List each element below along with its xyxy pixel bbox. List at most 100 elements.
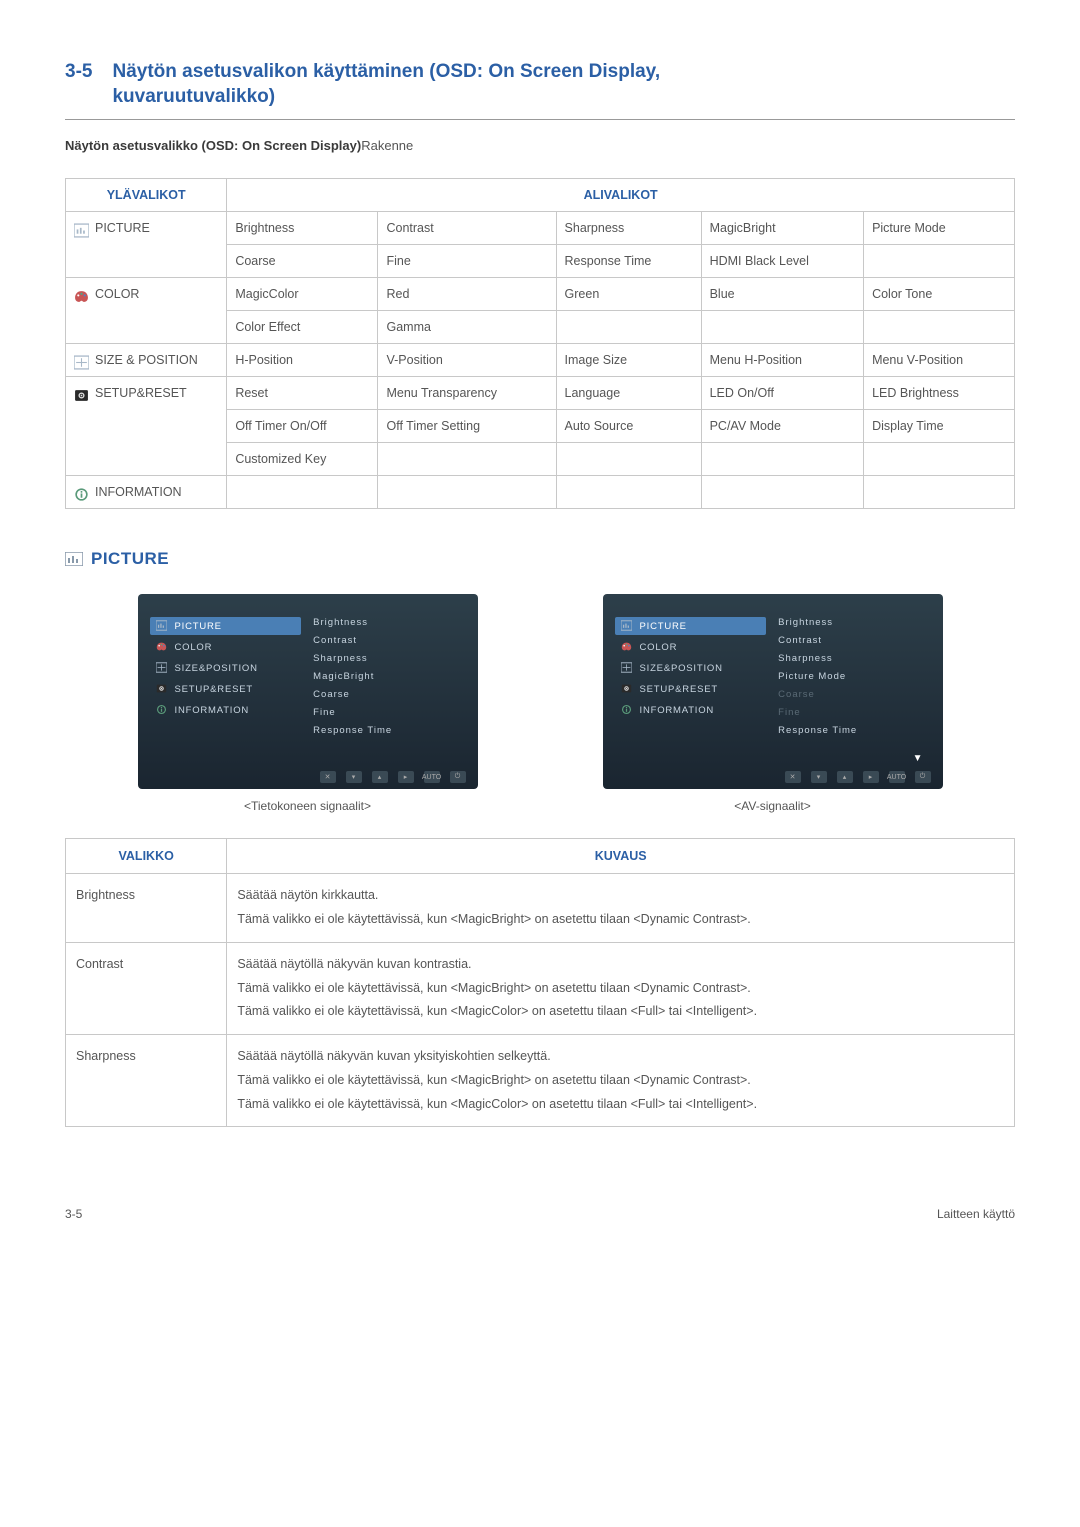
submenu-cell: Auto Source bbox=[556, 410, 701, 443]
picture-label: PICTURE bbox=[91, 549, 169, 569]
footer-right: Laitteen käyttö bbox=[937, 1207, 1015, 1221]
osd-menu-item: SETUP&RESET bbox=[615, 680, 767, 698]
table-row: SIZE & POSITIONH-PositionV-PositionImage… bbox=[66, 344, 1015, 377]
osd-panel-pc: PICTURE COLOR SIZE&POSITION SETUP&RESET INFO… bbox=[138, 594, 478, 789]
submenu-cell bbox=[556, 311, 701, 344]
section-title: Näytön asetusvalikon käyttäminen (OSD: O… bbox=[112, 60, 660, 109]
submenu-cell: Reset bbox=[227, 377, 378, 410]
desc-header-left: VALIKKO bbox=[66, 839, 227, 874]
submenu-cell: H-Position bbox=[227, 344, 378, 377]
submenu-cell: Coarse bbox=[227, 245, 378, 278]
osd-menu-item: PICTURE bbox=[615, 617, 767, 635]
osd-submenu-item: Fine bbox=[313, 707, 465, 718]
screenshot-right: PICTURE COLOR SIZE&POSITION SETUP&RESET INFO… bbox=[603, 594, 943, 813]
page-header: 3-5 Näytön asetusvalikon käyttäminen (OS… bbox=[65, 60, 1015, 153]
submenu-cell: Brightness bbox=[227, 212, 378, 245]
submenu-cell: Language bbox=[556, 377, 701, 410]
submenu-cell: MagicBright bbox=[701, 212, 863, 245]
submenu-cell: Contrast bbox=[378, 212, 556, 245]
osd-submenu-item: Sharpness bbox=[778, 653, 930, 664]
size-icon bbox=[156, 662, 168, 674]
osd-menu-item: PICTURE bbox=[150, 617, 302, 635]
menu-label: COLOR bbox=[95, 287, 139, 301]
submenu-cell bbox=[864, 245, 1015, 278]
table-row: ContrastSäätää näytöllä näkyvän kuvan ko… bbox=[66, 942, 1015, 1034]
osd-nav-icon: ⏻ bbox=[450, 771, 466, 783]
info-icon bbox=[156, 704, 168, 716]
menu-label: SIZE & POSITION bbox=[95, 353, 198, 367]
picture-icon bbox=[621, 620, 633, 632]
submenu-cell: Menu V-Position bbox=[864, 344, 1015, 377]
submenu-cell: Image Size bbox=[556, 344, 701, 377]
osd-submenu-item: Fine bbox=[778, 707, 930, 718]
setup-icon bbox=[621, 683, 633, 695]
osd-header-left: YLÄVALIKOT bbox=[66, 179, 227, 212]
submenu-cell: Display Time bbox=[864, 410, 1015, 443]
submenu-cell bbox=[378, 443, 556, 476]
submenu-cell: Menu Transparency bbox=[378, 377, 556, 410]
submenu-cell bbox=[378, 476, 556, 509]
osd-nav-icon: AUTO bbox=[424, 771, 440, 783]
osd-menu-item: SIZE&POSITION bbox=[150, 659, 302, 677]
osd-nav-icon: ▴ bbox=[372, 771, 388, 783]
desc-header-right: KUVAUS bbox=[227, 839, 1015, 874]
menu-label: PICTURE bbox=[95, 221, 150, 235]
submenu-cell: Sharpness bbox=[556, 212, 701, 245]
submenu-cell: Customized Key bbox=[227, 443, 378, 476]
submenu-cell: Color Tone bbox=[864, 278, 1015, 311]
info-icon bbox=[621, 704, 633, 716]
osd-menu-item: COLOR bbox=[615, 638, 767, 656]
menu-cell: COLOR bbox=[66, 278, 227, 344]
picture-icon bbox=[156, 620, 168, 632]
table-row: INFORMATION bbox=[66, 476, 1015, 509]
menu-cell: PICTURE bbox=[66, 212, 227, 278]
submenu-cell: PC/AV Mode bbox=[701, 410, 863, 443]
osd-nav-icon: ▸ bbox=[398, 771, 414, 783]
submenu-cell bbox=[701, 476, 863, 509]
submenu-cell: Color Effect bbox=[227, 311, 378, 344]
osd-submenu-item: Sharpness bbox=[313, 653, 465, 664]
osd-nav-icon: ▴ bbox=[837, 771, 853, 783]
osd-submenu-item: Picture Mode bbox=[778, 671, 930, 682]
menu-label: INFORMATION bbox=[95, 485, 182, 499]
submenu-cell: HDMI Black Level bbox=[701, 245, 863, 278]
submenu-cell bbox=[556, 443, 701, 476]
table-row: BrightnessSäätää näytön kirkkautta.Tämä … bbox=[66, 874, 1015, 943]
desc-menu-cell: Brightness bbox=[66, 874, 227, 943]
osd-menu-item: SETUP&RESET bbox=[150, 680, 302, 698]
osd-menu-item: INFORMATION bbox=[615, 701, 767, 719]
scroll-down-icon: ▼ bbox=[913, 753, 923, 764]
color-icon bbox=[74, 289, 89, 301]
submenu-cell: LED On/Off bbox=[701, 377, 863, 410]
submenu-cell: LED Brightness bbox=[864, 377, 1015, 410]
picture-section-header: PICTURE bbox=[65, 549, 1015, 569]
submenu-cell: Red bbox=[378, 278, 556, 311]
osd-menu-item: SIZE&POSITION bbox=[615, 659, 767, 677]
osd-submenu-item: Brightness bbox=[778, 617, 930, 628]
osd-nav-icon: ✕ bbox=[785, 771, 801, 783]
osd-submenu-item: Coarse bbox=[778, 689, 930, 700]
subtitle: Näytön asetusvalikko (OSD: On Screen Dis… bbox=[65, 138, 1015, 153]
submenu-cell bbox=[227, 476, 378, 509]
table-row: SharpnessSäätää näytöllä näkyvän kuvan y… bbox=[66, 1035, 1015, 1127]
submenu-cell bbox=[701, 443, 863, 476]
osd-menu-item: INFORMATION bbox=[150, 701, 302, 719]
submenu-cell: Response Time bbox=[556, 245, 701, 278]
size-icon bbox=[621, 662, 633, 674]
osd-submenu-item: Response Time bbox=[778, 725, 930, 736]
table-row: PICTURE BrightnessContrastSharpnessMagicB… bbox=[66, 212, 1015, 245]
table-row: COLORMagicColorRedGreenBlueColor Tone bbox=[66, 278, 1015, 311]
submenu-cell bbox=[556, 476, 701, 509]
submenu-cell bbox=[864, 443, 1015, 476]
menu-cell: SETUP&RESET bbox=[66, 377, 227, 476]
submenu-cell: Green bbox=[556, 278, 701, 311]
osd-submenu-item: Brightness bbox=[313, 617, 465, 628]
menu-cell: SIZE & POSITION bbox=[66, 344, 227, 377]
color-icon bbox=[621, 641, 633, 653]
color-icon bbox=[156, 641, 168, 653]
osd-menu-item: COLOR bbox=[150, 638, 302, 656]
osd-nav-icon: ▾ bbox=[811, 771, 827, 783]
submenu-cell: Gamma bbox=[378, 311, 556, 344]
footer-left: 3-5 bbox=[65, 1207, 82, 1221]
menu-cell: INFORMATION bbox=[66, 476, 227, 509]
